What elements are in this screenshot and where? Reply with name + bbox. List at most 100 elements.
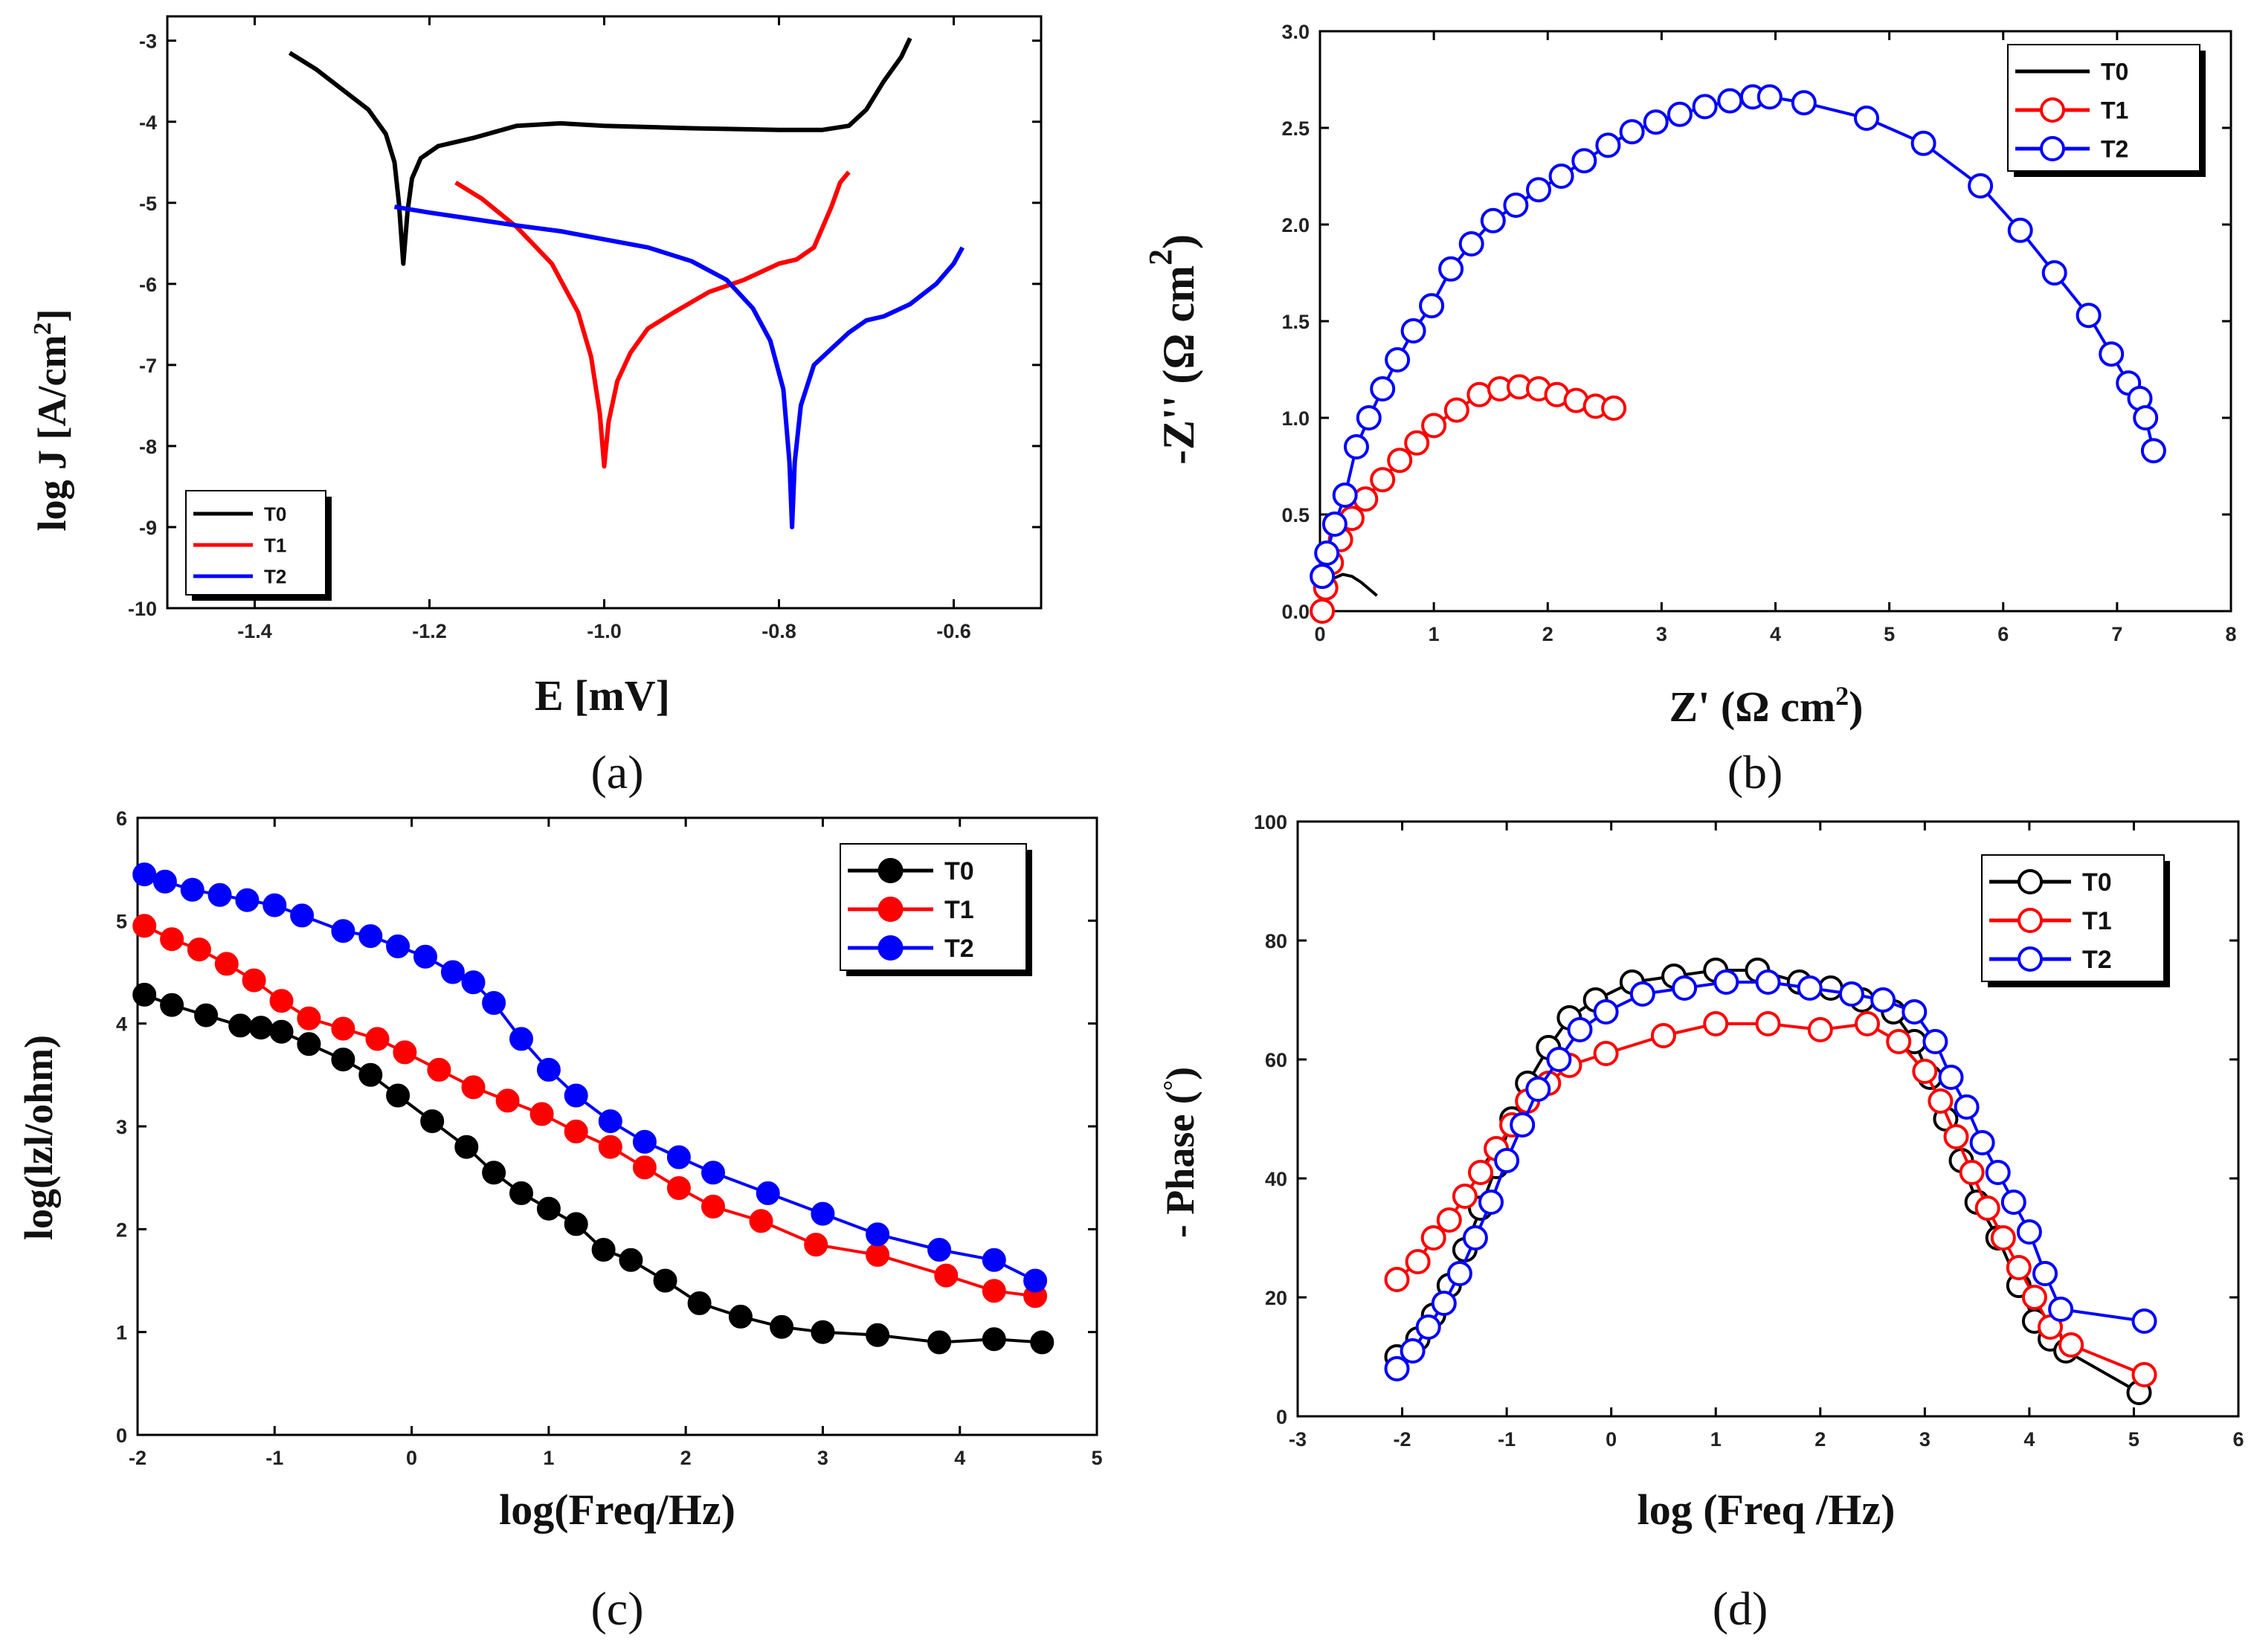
y-tick-label: -3 [139,30,157,53]
data-point-t2 [1548,164,1574,189]
data-point-t0 [653,1268,677,1293]
data-point-t1 [132,914,157,938]
data-point-t0 [386,1083,410,1108]
x-tick-label: -0.8 [761,620,796,642]
x-tick-label: 3 [817,1447,828,1469]
y-tick-label: 3 [116,1116,127,1138]
data-point-t2 [1321,512,1347,537]
data-point-t1 [1420,1225,1446,1251]
data-point-t0 [331,1048,355,1072]
data-point-t2 [2048,1297,2074,1322]
y-tick-label: 1.5 [1281,311,1310,333]
data-point-t2 [2099,341,2125,367]
data-point-t1 [1436,1207,1462,1233]
data-point-t2 [1755,969,1781,995]
panel-a-label: (a) [590,746,643,798]
data-point-t2 [1968,173,1994,199]
y-tick-label: 2.0 [1281,214,1310,236]
data-point-t0 [1030,1330,1054,1355]
panel-d-ylabel: - Phase (°) [1158,1067,1202,1238]
data-point-t1 [1974,1196,2000,1221]
panel-a-ylabel: log J [A/cm2] [29,309,74,532]
data-point-t1 [1452,1184,1478,1209]
data-point-t2 [509,1027,533,1051]
data-point-t2 [1478,1190,1504,1215]
data-point-t1 [427,1057,451,1082]
x-tick-label: 5 [1884,623,1895,645]
data-point-t1 [1959,1160,1985,1185]
data-point-t2 [482,991,506,1015]
data-point-t2 [866,1222,890,1247]
data-point-t2 [461,970,486,995]
data-point-t2 [1692,94,1718,120]
data-point-t0 [454,1135,479,1159]
data-point-t2 [1344,434,1369,459]
x-tick-label: 3 [1919,1428,1931,1451]
legend-label-t0: T0 [2101,59,2128,85]
data-point-t1 [297,1006,321,1030]
data-point-t0 [927,1330,952,1355]
data-point-t1 [1387,448,1413,474]
panel-b-xlabel-text: Z' (Ω cm [1669,683,1836,731]
legend-label-t1: T1 [2082,907,2112,935]
data-point-t2 [2016,1219,2042,1245]
data-point-t1 [1404,430,1430,456]
data-point-t1 [1443,397,1469,423]
data-point-t2 [1462,1225,1488,1251]
legend-label-t1: T1 [264,534,286,556]
data-point-t2 [1854,106,1879,131]
legend-marker-t2 [2040,136,2065,161]
legend-box [840,843,1027,971]
y-tick-label: 100 [1254,811,1287,833]
data-point-t2 [1525,1077,1551,1102]
legend-marker-t1 [2018,908,2043,933]
x-tick-label: 5 [2128,1428,2139,1451]
legend-label-t0: T0 [944,857,974,885]
legend-marker-t0 [878,858,904,883]
data-point-t2 [2131,1309,2157,1334]
data-point-t2 [1838,981,1864,1007]
data-point-t2 [927,1238,952,1262]
y-tick-label: 0.0 [1281,601,1310,623]
panel-a-ylabel-sup: 2 [29,323,57,335]
data-point-t2 [440,960,465,984]
data-point-t2 [290,903,315,928]
data-point-t0 [248,1016,273,1040]
data-point-t2 [1593,999,1619,1025]
y-tick-label: 5 [116,910,127,932]
data-point-t2 [1332,483,1358,508]
data-point-t2 [1431,1291,1457,1316]
data-point-t1 [598,1135,622,1159]
data-point-t1 [564,1119,588,1143]
legend-marker-t0 [2018,869,2043,894]
data-point-t2 [132,862,157,887]
panel-b-xlabel: Z' (Ω cm2) [1669,681,1864,731]
panel-d-label: (d) [1713,1582,1768,1635]
y-tick-label: -5 [139,193,157,215]
data-point-t2 [413,944,437,969]
data-point-t2 [1510,1112,1536,1138]
x-tick-label: 5 [1091,1447,1102,1469]
data-point-t2 [331,919,355,943]
legend-box [185,490,326,596]
data-point-t2 [811,1201,835,1226]
data-point-t0 [866,1323,890,1347]
data-point-t1 [1703,1011,1729,1036]
data-point-t2 [1400,318,1426,343]
y-tick-label: -7 [139,355,157,377]
data-point-t1 [461,1075,486,1100]
data-point-t2 [1756,84,1783,110]
panel-c-xlabel: log(Freq/Hz) [499,1485,735,1534]
data-point-t1 [1353,486,1379,512]
data-point-t2 [2041,260,2067,285]
data-point-t2 [1717,88,1743,114]
data-point-t1 [331,1016,355,1041]
data-point-t2 [263,893,287,917]
data-point-t2 [235,888,260,912]
panel-a: -1.4 -1.2 -1.0 -0.8 -0.6 -10 -9 -8 -7 -6 -5 -4 -3 T0 T… [128,15,1043,642]
data-point-t0 [536,1196,561,1221]
y-tick-label: 0 [1276,1406,1287,1428]
x-tick-label: -2 [129,1447,146,1469]
data-point-t1 [1468,1160,1493,1185]
data-point-t1 [269,989,294,1013]
